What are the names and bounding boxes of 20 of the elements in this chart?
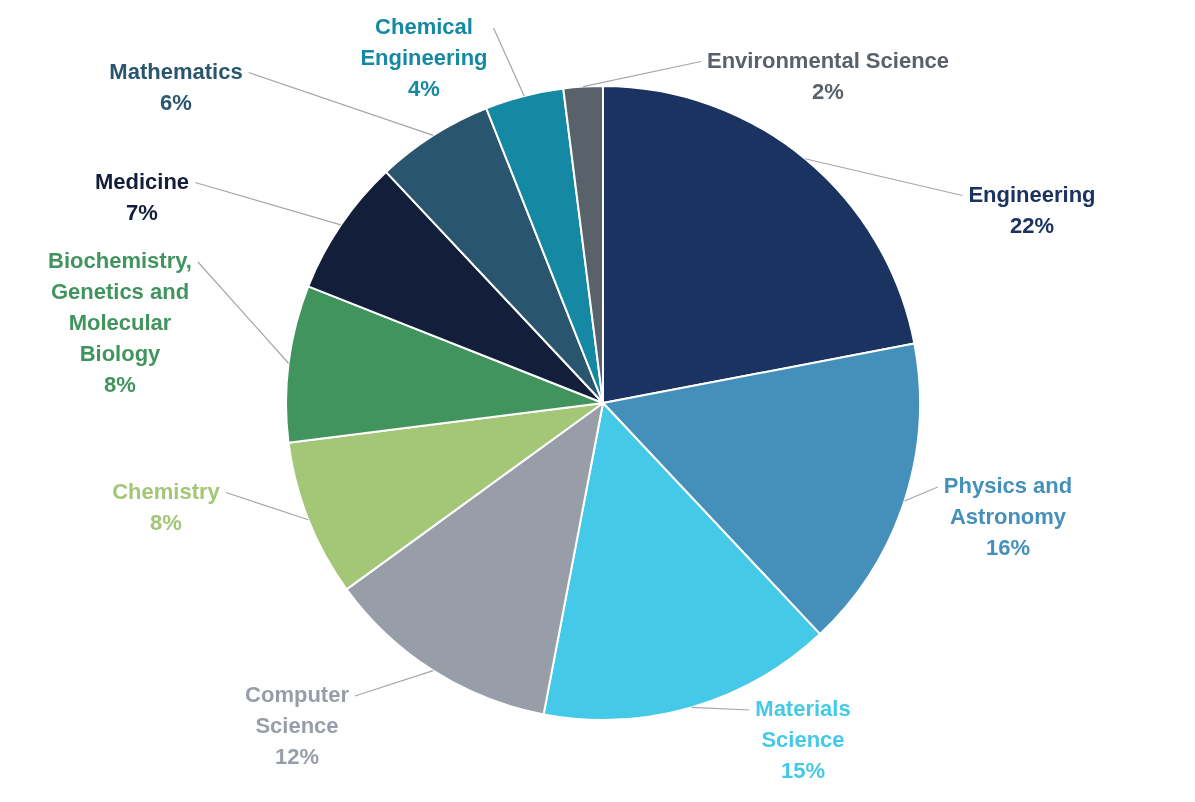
slice-label: Medicine — [94, 168, 190, 194]
slice-label: Biochemistry, Genetics and Molecular Biology — [48, 248, 192, 367]
data-label: 8% — [150, 509, 182, 535]
data-label: 15% — [780, 758, 826, 784]
data-label: 22% — [1009, 212, 1055, 238]
slice-label: Materials Science — [755, 696, 851, 753]
data-label: 16% — [985, 535, 1031, 561]
slice-label: Environmental Science — [706, 47, 950, 73]
slice-label: Engineering — [968, 181, 1096, 207]
slice-label: Computer Science — [245, 682, 350, 739]
slice-label: Mathematics — [109, 58, 243, 84]
data-label: 12% — [274, 744, 320, 770]
data-label: 8% — [104, 372, 136, 398]
slice-label: Chemical Engineering — [360, 14, 488, 71]
data-label: 4% — [408, 76, 440, 102]
data-label: 7% — [126, 199, 158, 225]
slice-label: Physics and Astronomy — [943, 473, 1073, 530]
data-label: 6% — [160, 89, 192, 115]
data-label: 2% — [812, 78, 844, 104]
slice-label: Chemistry — [112, 478, 221, 504]
